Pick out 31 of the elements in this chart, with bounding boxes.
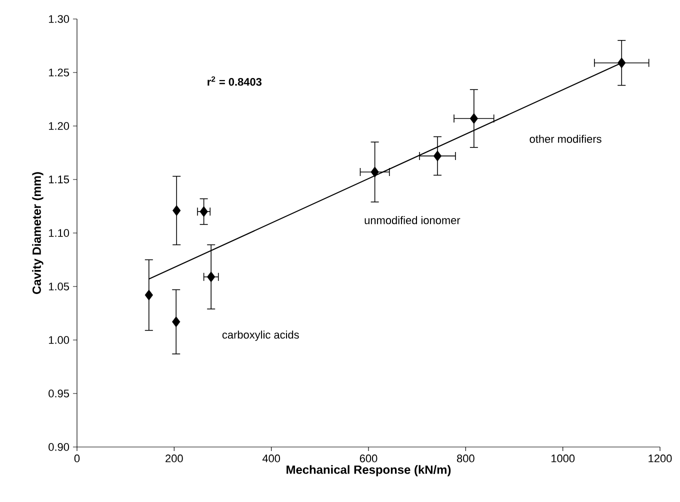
- x-tick-label: 0: [74, 454, 80, 462]
- point: [207, 271, 216, 282]
- y-tick-label: 1.25: [48, 68, 70, 76]
- point: [470, 113, 478, 124]
- annotation: other modifiers: [530, 134, 602, 143]
- y-tick-label: 0.95: [48, 390, 70, 398]
- point: [144, 290, 153, 300]
- x-tick-label: 400: [262, 454, 280, 462]
- y-tick-label: 1.20: [48, 122, 70, 130]
- point: [172, 316, 180, 328]
- y-tick-label: 0.90: [48, 443, 70, 451]
- point: [433, 150, 442, 162]
- y-tick-label: 1.15: [48, 176, 70, 184]
- point: [200, 206, 208, 217]
- x-axis-title: Mechanical Response (kN/m): [286, 465, 451, 476]
- y-tick-label: 1.30: [48, 15, 70, 23]
- point: [618, 57, 626, 68]
- x-tick-label: 600: [360, 454, 378, 462]
- annotation: carboxylic acids: [222, 330, 299, 341]
- x-tick-label: 200: [166, 454, 183, 462]
- x-tick-label: 800: [457, 454, 474, 462]
- y-tick-label: 1.10: [48, 229, 70, 237]
- x-tick-label: 1000: [551, 454, 575, 462]
- y-tick-label: 1.00: [48, 336, 70, 344]
- annotation: unmodified ionomer: [364, 216, 460, 224]
- annotation: r$^{2}$ = 0.8403: [208, 76, 262, 86]
- y-tick-label: 1.05: [48, 282, 70, 290]
- x-tick-label: 1200: [648, 454, 672, 462]
- point: [370, 166, 379, 178]
- point: [172, 205, 181, 216]
- y-axis-title: Cavity Diameter (mm): [32, 172, 44, 294]
